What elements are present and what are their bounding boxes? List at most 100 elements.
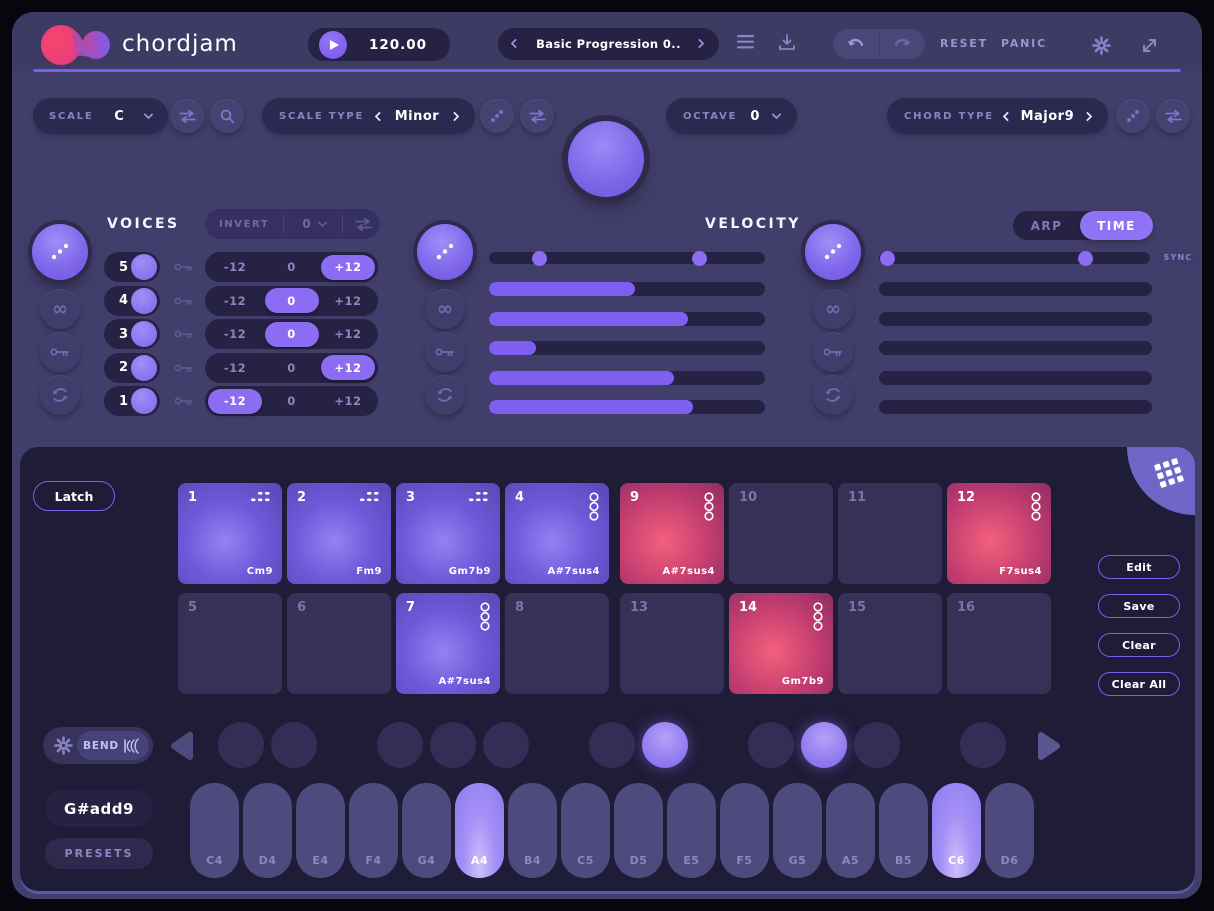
refresh-button[interactable] [425,375,465,415]
scale-type-value[interactable]: Minor [394,108,440,124]
redo-icon[interactable] [892,36,912,52]
black-key-A#4[interactable] [483,722,529,768]
chord-type-swap-icon[interactable] [1156,99,1190,133]
key-D5[interactable]: D5 [614,783,663,878]
time-bar-3[interactable] [879,341,1152,355]
clear-button[interactable]: Clear [1098,633,1180,657]
key-G5[interactable]: G5 [773,783,822,878]
save-button[interactable]: Save [1098,594,1180,618]
black-key-G#5[interactable] [801,722,847,768]
keyboard-prev-icon[interactable] [166,730,198,762]
key-D6[interactable]: D6 [985,783,1034,878]
settings-gear-icon[interactable] [1092,36,1111,55]
key-E4[interactable]: E4 [296,783,345,878]
black-key-C#5[interactable] [589,722,635,768]
voice-1-offset-+12[interactable]: +12 [334,394,362,408]
voice-toggle[interactable]: 4 [104,285,160,316]
key-F4[interactable]: F4 [349,783,398,878]
black-key-G#4[interactable] [430,722,476,768]
pad-11[interactable]: 11 [838,483,942,584]
black-key-D#4[interactable] [271,722,317,768]
scale-selector[interactable]: SCALE C [33,98,168,134]
voice-5-offset-0[interactable]: 0 [287,260,296,274]
tempo-value[interactable]: 120.00 [368,36,428,53]
key-C4[interactable]: C4 [190,783,239,878]
preset-prev-icon[interactable] [510,38,521,49]
pad-6[interactable]: 6 [287,593,391,694]
resize-icon[interactable] [1141,37,1158,54]
arp-tab[interactable]: ARP [1030,218,1063,233]
pad-3[interactable]: 3 Gm7b9 [396,483,500,584]
chord-type-next-icon[interactable] [1082,111,1093,121]
play-button[interactable] [319,30,347,59]
time-tab[interactable]: TIME [1080,211,1153,240]
pad-8[interactable]: 8 [505,593,609,694]
pad-7[interactable]: 7 A#7sus4 [396,593,500,694]
pad-15[interactable]: 15 [838,593,942,694]
infinity-button[interactable]: ∞ [425,289,465,329]
time-range-handle-low[interactable] [880,250,896,266]
velocity-bar-3[interactable] [489,341,765,355]
pad-grid-corner-button[interactable] [1127,447,1195,515]
voice-4-offset--12[interactable]: -12 [223,293,247,308]
refresh-button[interactable] [813,375,853,415]
voice-1-offset-0[interactable]: 0 [287,394,296,408]
time-bar-5[interactable] [879,400,1152,414]
chord-type-prev-icon[interactable] [1002,111,1013,121]
voice-2-offset-0[interactable]: 0 [287,360,296,375]
infinity-button[interactable]: ∞ [40,289,80,329]
voice-5-offset-+12[interactable]: +12 [321,254,375,280]
presets-button[interactable]: PRESETS [45,838,153,869]
key-E5[interactable]: E5 [667,783,716,878]
key-B5[interactable]: B5 [879,783,928,878]
octave-value[interactable]: 0 [750,108,760,124]
black-key-C#6[interactable] [960,722,1006,768]
chord-type-value[interactable]: Major9 [1020,108,1075,124]
voice-3-offset-+12[interactable]: +12 [334,327,362,341]
key-A4[interactable]: A4 [455,783,504,878]
pad-13[interactable]: 13 [620,593,724,694]
bend-button[interactable]: BEND [77,731,149,760]
key-lock-button[interactable] [425,332,465,372]
black-key-C#4[interactable] [218,722,264,768]
time-bar-1[interactable] [879,282,1152,296]
voice-toggle[interactable]: 5 [104,252,160,282]
key-lock-button[interactable] [813,332,853,372]
voice-toggle[interactable]: 1 [104,386,160,416]
octave-chevron-down-icon[interactable] [771,109,782,120]
black-key-A#5[interactable] [854,722,900,768]
scale-type-selector[interactable]: SCALE TYPE Minor [262,98,475,134]
panic-button[interactable]: PANIC [1001,37,1047,50]
key-F5[interactable]: F5 [720,783,769,878]
menu-icon[interactable] [736,35,756,49]
scale-type-prev-icon[interactable] [374,111,385,121]
velocity-bar-1[interactable] [489,282,765,296]
voice-3-offset--12[interactable]: -12 [223,327,247,341]
chord-type-random-icon[interactable] [1116,99,1150,133]
key-lock-button[interactable] [40,332,80,372]
pad-14[interactable]: 14 Gm7b9 [729,593,833,694]
voice-toggle[interactable]: 3 [104,319,160,349]
velocity-bar-2[interactable] [489,311,765,326]
reset-button[interactable]: RESET [940,37,988,50]
black-key-D#5[interactable] [642,722,688,768]
black-key-F#4[interactable] [377,722,423,768]
voice-2-offset--12[interactable]: -12 [223,360,247,375]
main-knob[interactable] [568,121,644,197]
voice-1-offset--12[interactable]: -12 [208,388,262,414]
voice-4-offset-0[interactable]: 0 [264,288,319,313]
latch-button[interactable]: Latch [33,481,115,511]
time-range-slider[interactable] [879,250,1150,266]
voice-2-offset-+12[interactable]: +12 [321,355,375,380]
randomize-knob[interactable] [32,224,88,280]
pad-9[interactable]: 9 A#7sus4 [620,483,724,584]
key-C6[interactable]: C6 [932,783,981,878]
invert-swap-icon[interactable] [354,217,372,231]
invert-value[interactable]: 0 [302,217,311,231]
undo-icon[interactable] [846,36,866,52]
scale-type-next-icon[interactable] [449,111,460,121]
scale-value[interactable]: C [114,108,125,124]
voice-4-offset-+12[interactable]: +12 [334,293,362,308]
voice-toggle[interactable]: 2 [104,352,160,383]
download-icon[interactable] [778,34,796,51]
